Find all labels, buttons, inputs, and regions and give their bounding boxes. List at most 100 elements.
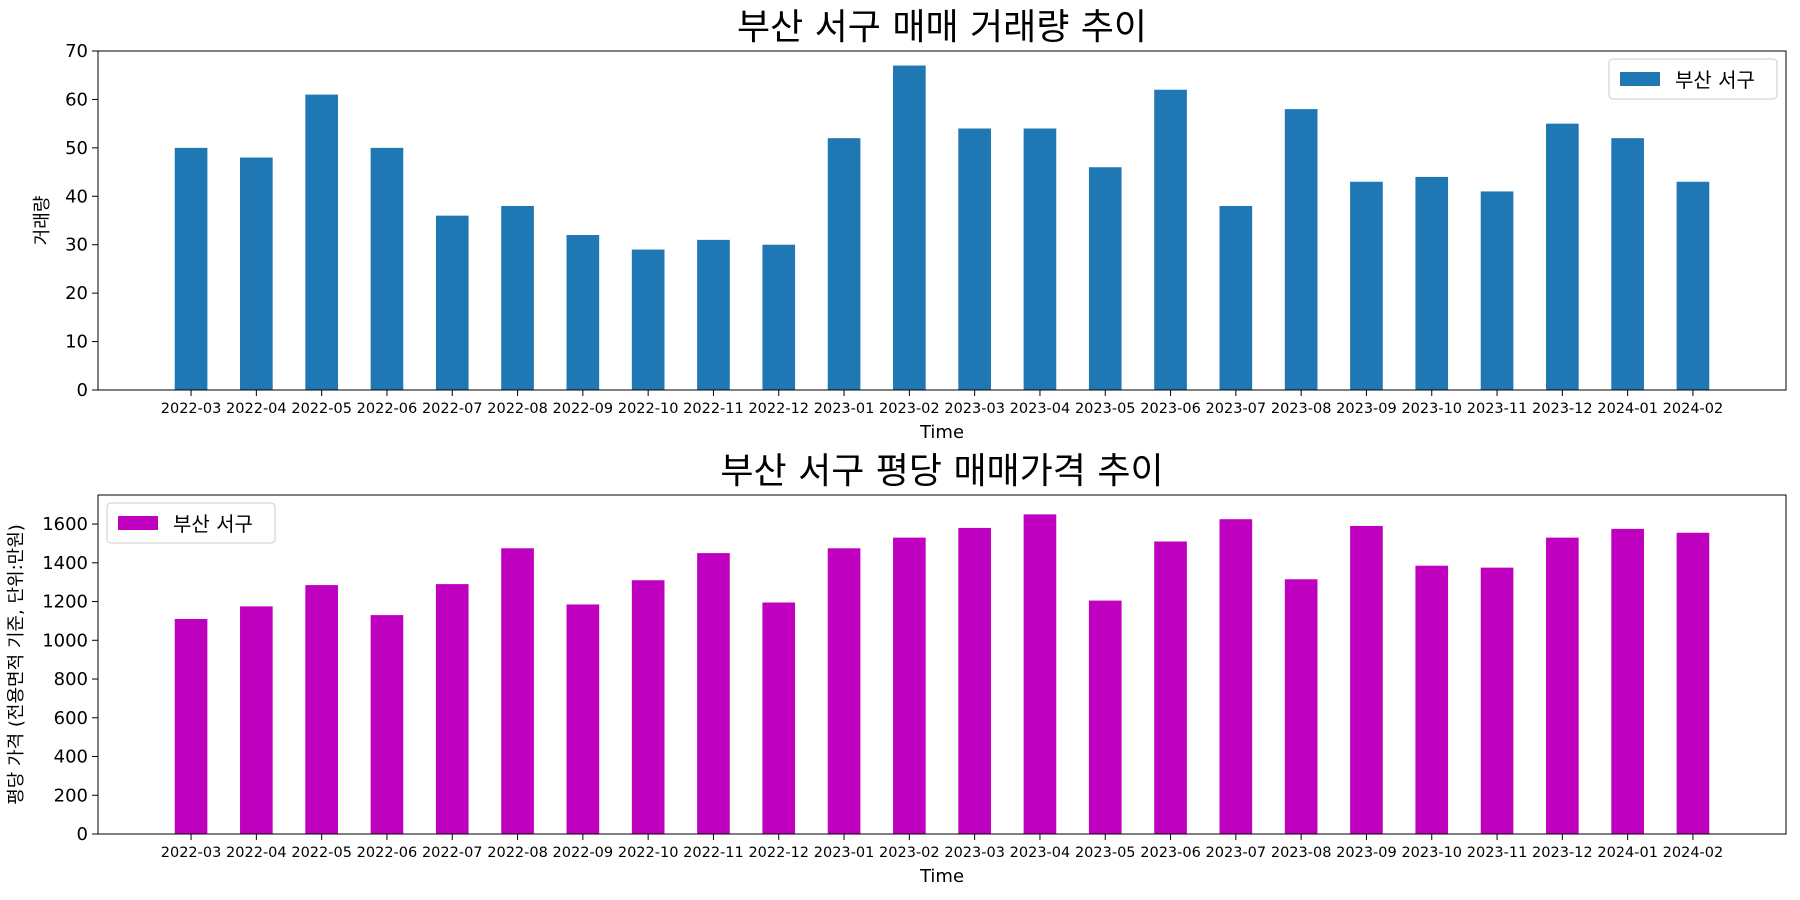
xtick-label: 2023-12 bbox=[1532, 845, 1593, 861]
bar-2022-08 bbox=[501, 205, 534, 390]
ytick-label: 1400 bbox=[42, 553, 88, 574]
bar-2022-10 bbox=[631, 249, 665, 390]
xtick-label: 2023-01 bbox=[814, 845, 875, 861]
xtick-label: 2023-06 bbox=[1140, 845, 1201, 861]
bar-2024-02 bbox=[1676, 181, 1710, 390]
bar-2023-09 bbox=[1350, 181, 1383, 390]
bar-2023-05 bbox=[1088, 167, 1122, 390]
legend-swatch bbox=[118, 516, 158, 530]
xtick-label: 2023-02 bbox=[879, 845, 940, 861]
bar-2022-06 bbox=[370, 615, 404, 834]
xtick-label: 2023-08 bbox=[1271, 401, 1332, 417]
plot-frame bbox=[97, 494, 1787, 835]
xtick-label: 2023-04 bbox=[1010, 401, 1071, 417]
bar-2023-12 bbox=[1546, 123, 1579, 390]
xtick-label: 2022-12 bbox=[748, 845, 809, 861]
xtick-label: 2022-05 bbox=[291, 401, 352, 417]
bar-2022-07 bbox=[435, 584, 469, 834]
bar-2023-06 bbox=[1154, 541, 1187, 834]
bar-2023-08 bbox=[1284, 579, 1318, 834]
xtick-label: 2023-05 bbox=[1075, 401, 1136, 417]
ytick-label: 1600 bbox=[42, 514, 88, 535]
xtick-label: 2022-04 bbox=[226, 845, 287, 861]
xtick-label: 2023-11 bbox=[1467, 845, 1528, 861]
bar-2024-02 bbox=[1676, 532, 1710, 834]
legend-label: 부산 서구 bbox=[1675, 68, 1755, 92]
bar-2022-11 bbox=[697, 239, 730, 390]
xtick-label: 2023-03 bbox=[944, 845, 1005, 861]
ytick-label: 30 bbox=[65, 235, 88, 256]
xtick-label: 2022-08 bbox=[487, 401, 548, 417]
xtick-label: 2022-05 bbox=[291, 845, 352, 861]
bar-2023-06 bbox=[1154, 89, 1187, 391]
bar-2024-01 bbox=[1611, 138, 1644, 390]
chart-title: 부산 서구 매매 거래량 추이 bbox=[737, 7, 1147, 48]
bar-2022-12 bbox=[762, 602, 796, 834]
legend-box bbox=[1608, 58, 1778, 100]
bar-2023-05 bbox=[1088, 600, 1122, 834]
bar-2022-04 bbox=[240, 157, 273, 390]
xtick-label: 2023-01 bbox=[814, 401, 875, 417]
bar-2023-04 bbox=[1023, 514, 1057, 834]
bar-2023-11 bbox=[1480, 191, 1514, 390]
ytick-label: 400 bbox=[54, 747, 88, 768]
xtick-label: 2023-07 bbox=[1206, 401, 1267, 417]
xtick-label: 2023-11 bbox=[1467, 401, 1528, 417]
xtick-label: 2022-03 bbox=[161, 845, 222, 861]
bar-2022-05 bbox=[305, 94, 338, 390]
bar-2022-03 bbox=[174, 618, 208, 834]
xtick-label: 2023-10 bbox=[1401, 845, 1462, 861]
xtick-label: 2024-01 bbox=[1597, 845, 1658, 861]
y-axis-label: 평당 가격 (전용면적 기준, 단위:만원) bbox=[6, 524, 27, 805]
bar-2022-10 bbox=[631, 580, 665, 834]
bar-2023-08 bbox=[1284, 109, 1318, 391]
xtick-label: 2022-03 bbox=[161, 401, 222, 417]
x-axis-label: Time bbox=[919, 866, 964, 887]
ytick-label: 800 bbox=[54, 669, 88, 690]
plot-frame bbox=[97, 50, 1787, 391]
legend-box bbox=[106, 502, 276, 544]
xtick-label: 2022-09 bbox=[553, 845, 614, 861]
ytick-label: 0 bbox=[77, 824, 88, 845]
ytick-label: 60 bbox=[65, 89, 88, 110]
xtick-label: 2022-12 bbox=[748, 401, 809, 417]
ytick-label: 50 bbox=[65, 138, 88, 159]
bar-2023-11 bbox=[1480, 567, 1514, 834]
bar-2023-03 bbox=[958, 527, 991, 834]
bar-2022-09 bbox=[566, 235, 600, 390]
xtick-label: 2023-10 bbox=[1401, 401, 1462, 417]
chart-title: 부산 서구 평당 매매가격 추이 bbox=[720, 451, 1163, 492]
xtick-label: 2023-09 bbox=[1336, 401, 1397, 417]
xtick-label: 2022-04 bbox=[226, 401, 287, 417]
bar-2022-05 bbox=[305, 585, 338, 834]
xtick-label: 2022-11 bbox=[683, 401, 744, 417]
xtick-label: 2023-09 bbox=[1336, 845, 1397, 861]
xtick-label: 2023-08 bbox=[1271, 845, 1332, 861]
xtick-label: 2024-02 bbox=[1663, 401, 1724, 417]
bar-2022-06 bbox=[370, 147, 404, 390]
xtick-label: 2023-07 bbox=[1206, 845, 1267, 861]
xtick-label: 2022-11 bbox=[683, 845, 744, 861]
bar-2023-09 bbox=[1350, 525, 1383, 834]
xtick-label: 2022-10 bbox=[618, 845, 679, 861]
bar-2023-10 bbox=[1415, 565, 1449, 834]
xtick-label: 2023-06 bbox=[1140, 401, 1201, 417]
xtick-label: 2023-02 bbox=[879, 401, 940, 417]
xtick-label: 2022-07 bbox=[422, 845, 483, 861]
bar-2023-10 bbox=[1415, 176, 1449, 390]
xtick-label: 2023-03 bbox=[944, 401, 1005, 417]
bar-2022-08 bbox=[501, 548, 534, 834]
xtick-label: 2023-12 bbox=[1532, 401, 1593, 417]
bar-2024-01 bbox=[1611, 528, 1644, 834]
bar-2022-09 bbox=[566, 604, 600, 834]
bar-2023-07 bbox=[1219, 205, 1253, 390]
xtick-label: 2022-07 bbox=[422, 401, 483, 417]
bar-2023-03 bbox=[958, 128, 991, 391]
y-axis-label: 거래량 bbox=[32, 196, 53, 246]
bar-2023-12 bbox=[1546, 537, 1579, 834]
bar-2023-01 bbox=[827, 548, 861, 834]
ytick-label: 10 bbox=[65, 332, 88, 353]
ytick-label: 20 bbox=[65, 283, 88, 304]
ytick-label: 600 bbox=[54, 708, 88, 729]
